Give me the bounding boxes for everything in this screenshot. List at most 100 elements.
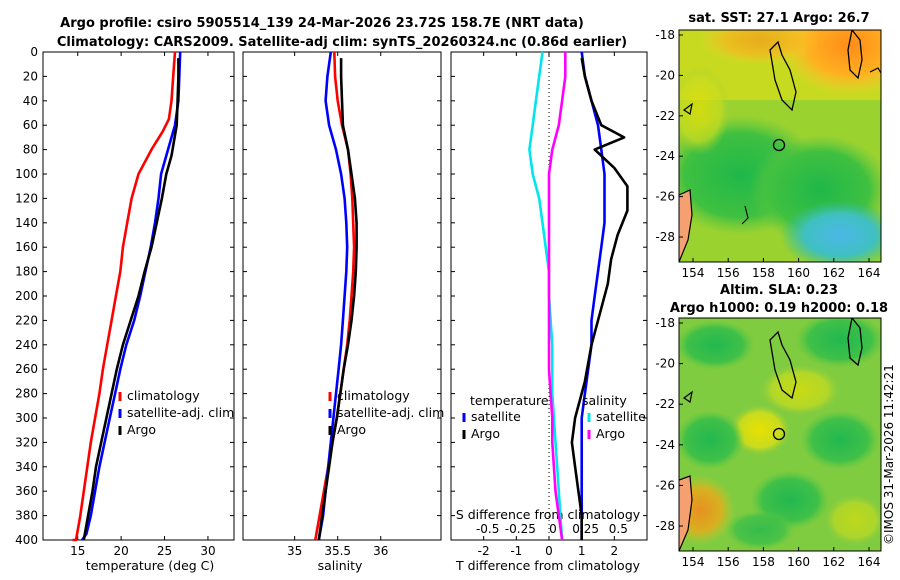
differences-xtick-label: -1 xyxy=(510,544,522,558)
sla-map-lon-label: 162 xyxy=(822,555,845,569)
x2-tick-label: 0.25 xyxy=(572,522,599,536)
salinity-legend-label: climatology xyxy=(337,388,410,403)
depth-tick-label: 340 xyxy=(15,460,38,474)
temperature-series-climatology xyxy=(72,51,177,542)
salinity-panel: salinity 35 35.5 36 climatology satellite-ad… xyxy=(242,51,444,573)
sla-map-title-1: Altim. SLA: 0.23 xyxy=(720,283,838,298)
sla-map-lon-label: 156 xyxy=(717,555,740,569)
diff-legend-s-label: Argo xyxy=(596,426,625,441)
depth-tick-label: 360 xyxy=(15,484,38,498)
diff-legend-t-label: satellite xyxy=(471,409,521,424)
salinity-axes xyxy=(242,51,442,541)
depth-tick-label: 220 xyxy=(15,313,38,327)
differences-xtick-label: 0 xyxy=(545,544,553,558)
difference-x2label: S difference from climatology xyxy=(456,507,641,522)
sla-float-position-marker xyxy=(772,427,786,441)
depth-tick-label: 260 xyxy=(15,362,38,376)
sla-map-lat-label: -22 xyxy=(655,397,675,411)
sst-map-field xyxy=(679,30,881,262)
temperature-xlabel: temperature (deg C) xyxy=(86,558,215,573)
sla-map-lon-label: 154 xyxy=(682,555,705,569)
sla-map-lat-label: -24 xyxy=(655,438,675,452)
differences-series-s-argo xyxy=(547,52,567,541)
sst-map-lat-label: -18 xyxy=(655,28,675,42)
depth-tick-label: 180 xyxy=(15,265,38,279)
x2-tick-label: -0.25 xyxy=(505,522,536,536)
depth-tick-label: 240 xyxy=(15,338,38,352)
temperature-series-satellite-adj-clim xyxy=(81,51,182,541)
temperature-panel: temperature (deg C) 0 20 40 60 80 100 120 140 16… xyxy=(15,45,235,573)
temperature-xtick-label: 30 xyxy=(200,544,215,558)
differences-xtick-label: 1 xyxy=(578,544,586,558)
sst-map-lat-label: -28 xyxy=(655,230,675,244)
salinity-xtick-label: 35.5 xyxy=(324,544,351,558)
x2-tick-label: 0 xyxy=(549,522,557,536)
depth-tick-label: 300 xyxy=(15,411,38,425)
sst-map-lat-label: -22 xyxy=(655,109,675,123)
title-line-2: Climatology: CARS2009. Satellite-adj cli… xyxy=(57,35,627,50)
depth-tick-label: 40 xyxy=(23,94,38,108)
depth-tick-label: 320 xyxy=(15,435,38,449)
difference-xlabel: T difference from climatology xyxy=(455,558,641,573)
sla-map-lon-label: 164 xyxy=(858,555,881,569)
x2-tick-label: 0.5 xyxy=(609,522,628,536)
sla-map-lat-label: -18 xyxy=(655,316,675,330)
difference-panel: T difference from climatology S differen… xyxy=(450,51,648,573)
differences-series-t-argo xyxy=(570,57,629,540)
depth-tick-label: 100 xyxy=(15,167,38,181)
salinity-xtick-label: 35 xyxy=(287,544,302,558)
differences-series-t-satellite xyxy=(580,51,606,540)
salinity-legend-label: Argo xyxy=(337,422,366,437)
sst-map-lon-label: 156 xyxy=(717,266,740,280)
depth-tick-label: 140 xyxy=(15,216,38,230)
sst-map-lon-label: 160 xyxy=(787,266,810,280)
x2-tick-label: -0.5 xyxy=(476,522,499,536)
salinity-xtick-label: 36 xyxy=(373,544,388,558)
diff-legend-s-title: salinity xyxy=(582,393,627,408)
temperature-xtick-label: 25 xyxy=(157,544,172,558)
temperature-series-argo xyxy=(82,58,180,541)
temperature-legend-label: Argo xyxy=(127,422,156,437)
depth-tick-label: 160 xyxy=(15,240,38,254)
salinity-series-argo xyxy=(317,58,358,541)
depth-tick-label: 0 xyxy=(30,45,38,59)
sla-map-title-2: Argo h1000: 0.19 h2000: 0.18 xyxy=(670,301,888,316)
sst-map-lat-label: -24 xyxy=(655,149,675,163)
sst-map-lon-label: 158 xyxy=(752,266,775,280)
title-line-1: Argo profile: csiro 5905514_139 24-Mar-2… xyxy=(60,16,584,31)
temperature-legend-label: satellite-adj. clim xyxy=(127,405,234,420)
sst-map-title: sat. SST: 27.1 Argo: 26.7 xyxy=(688,11,869,26)
depth-tick-label: 200 xyxy=(15,289,38,303)
depth-tick-label: 400 xyxy=(15,533,38,547)
depth-tick-label: 60 xyxy=(23,118,38,132)
imos-watermark: ©IMOS 31-Mar-2026 11:42:21 xyxy=(882,364,896,545)
salinity-xlabel: salinity xyxy=(318,558,363,573)
sla-map-lon-label: 160 xyxy=(787,555,810,569)
diff-legend-t-label: Argo xyxy=(471,426,500,441)
sla-map: Altim. SLA: 0.23 Argo h1000: 0.19 h2000:… xyxy=(655,283,888,569)
sla-map-field xyxy=(679,318,881,551)
sst-map-lon-label: 154 xyxy=(682,266,705,280)
diff-legend-t-title: temperature xyxy=(470,393,549,408)
differences-xtick-label: 2 xyxy=(611,544,619,558)
sst-map-lat-label: -26 xyxy=(655,190,675,204)
depth-tick-label: 280 xyxy=(15,387,38,401)
temperature-xtick-label: 20 xyxy=(113,544,128,558)
diff-legend-s-label: satellite xyxy=(596,409,646,424)
sst-map-lat-label: -20 xyxy=(655,68,675,82)
temperature-legend-label: climatology xyxy=(127,388,200,403)
differences-xtick-label: -2 xyxy=(478,544,490,558)
depth-tick-label: 120 xyxy=(15,191,38,205)
temperature-xtick-label: 15 xyxy=(70,544,85,558)
sla-map-lat-label: -28 xyxy=(655,519,675,533)
sla-map-lat-label: -26 xyxy=(655,478,675,492)
sst-float-position-marker xyxy=(772,138,786,152)
sst-map: sat. SST: 27.1 Argo: 26.7 154 156 158 160 16… xyxy=(655,11,882,280)
depth-tick-label: 380 xyxy=(15,509,38,523)
sst-map-lon-label: 162 xyxy=(822,266,845,280)
depth-tick-label: 20 xyxy=(23,69,38,83)
sla-map-lat-label: -20 xyxy=(655,357,675,371)
sst-map-lon-label: 164 xyxy=(858,266,881,280)
depth-tick-label: 80 xyxy=(23,143,38,157)
